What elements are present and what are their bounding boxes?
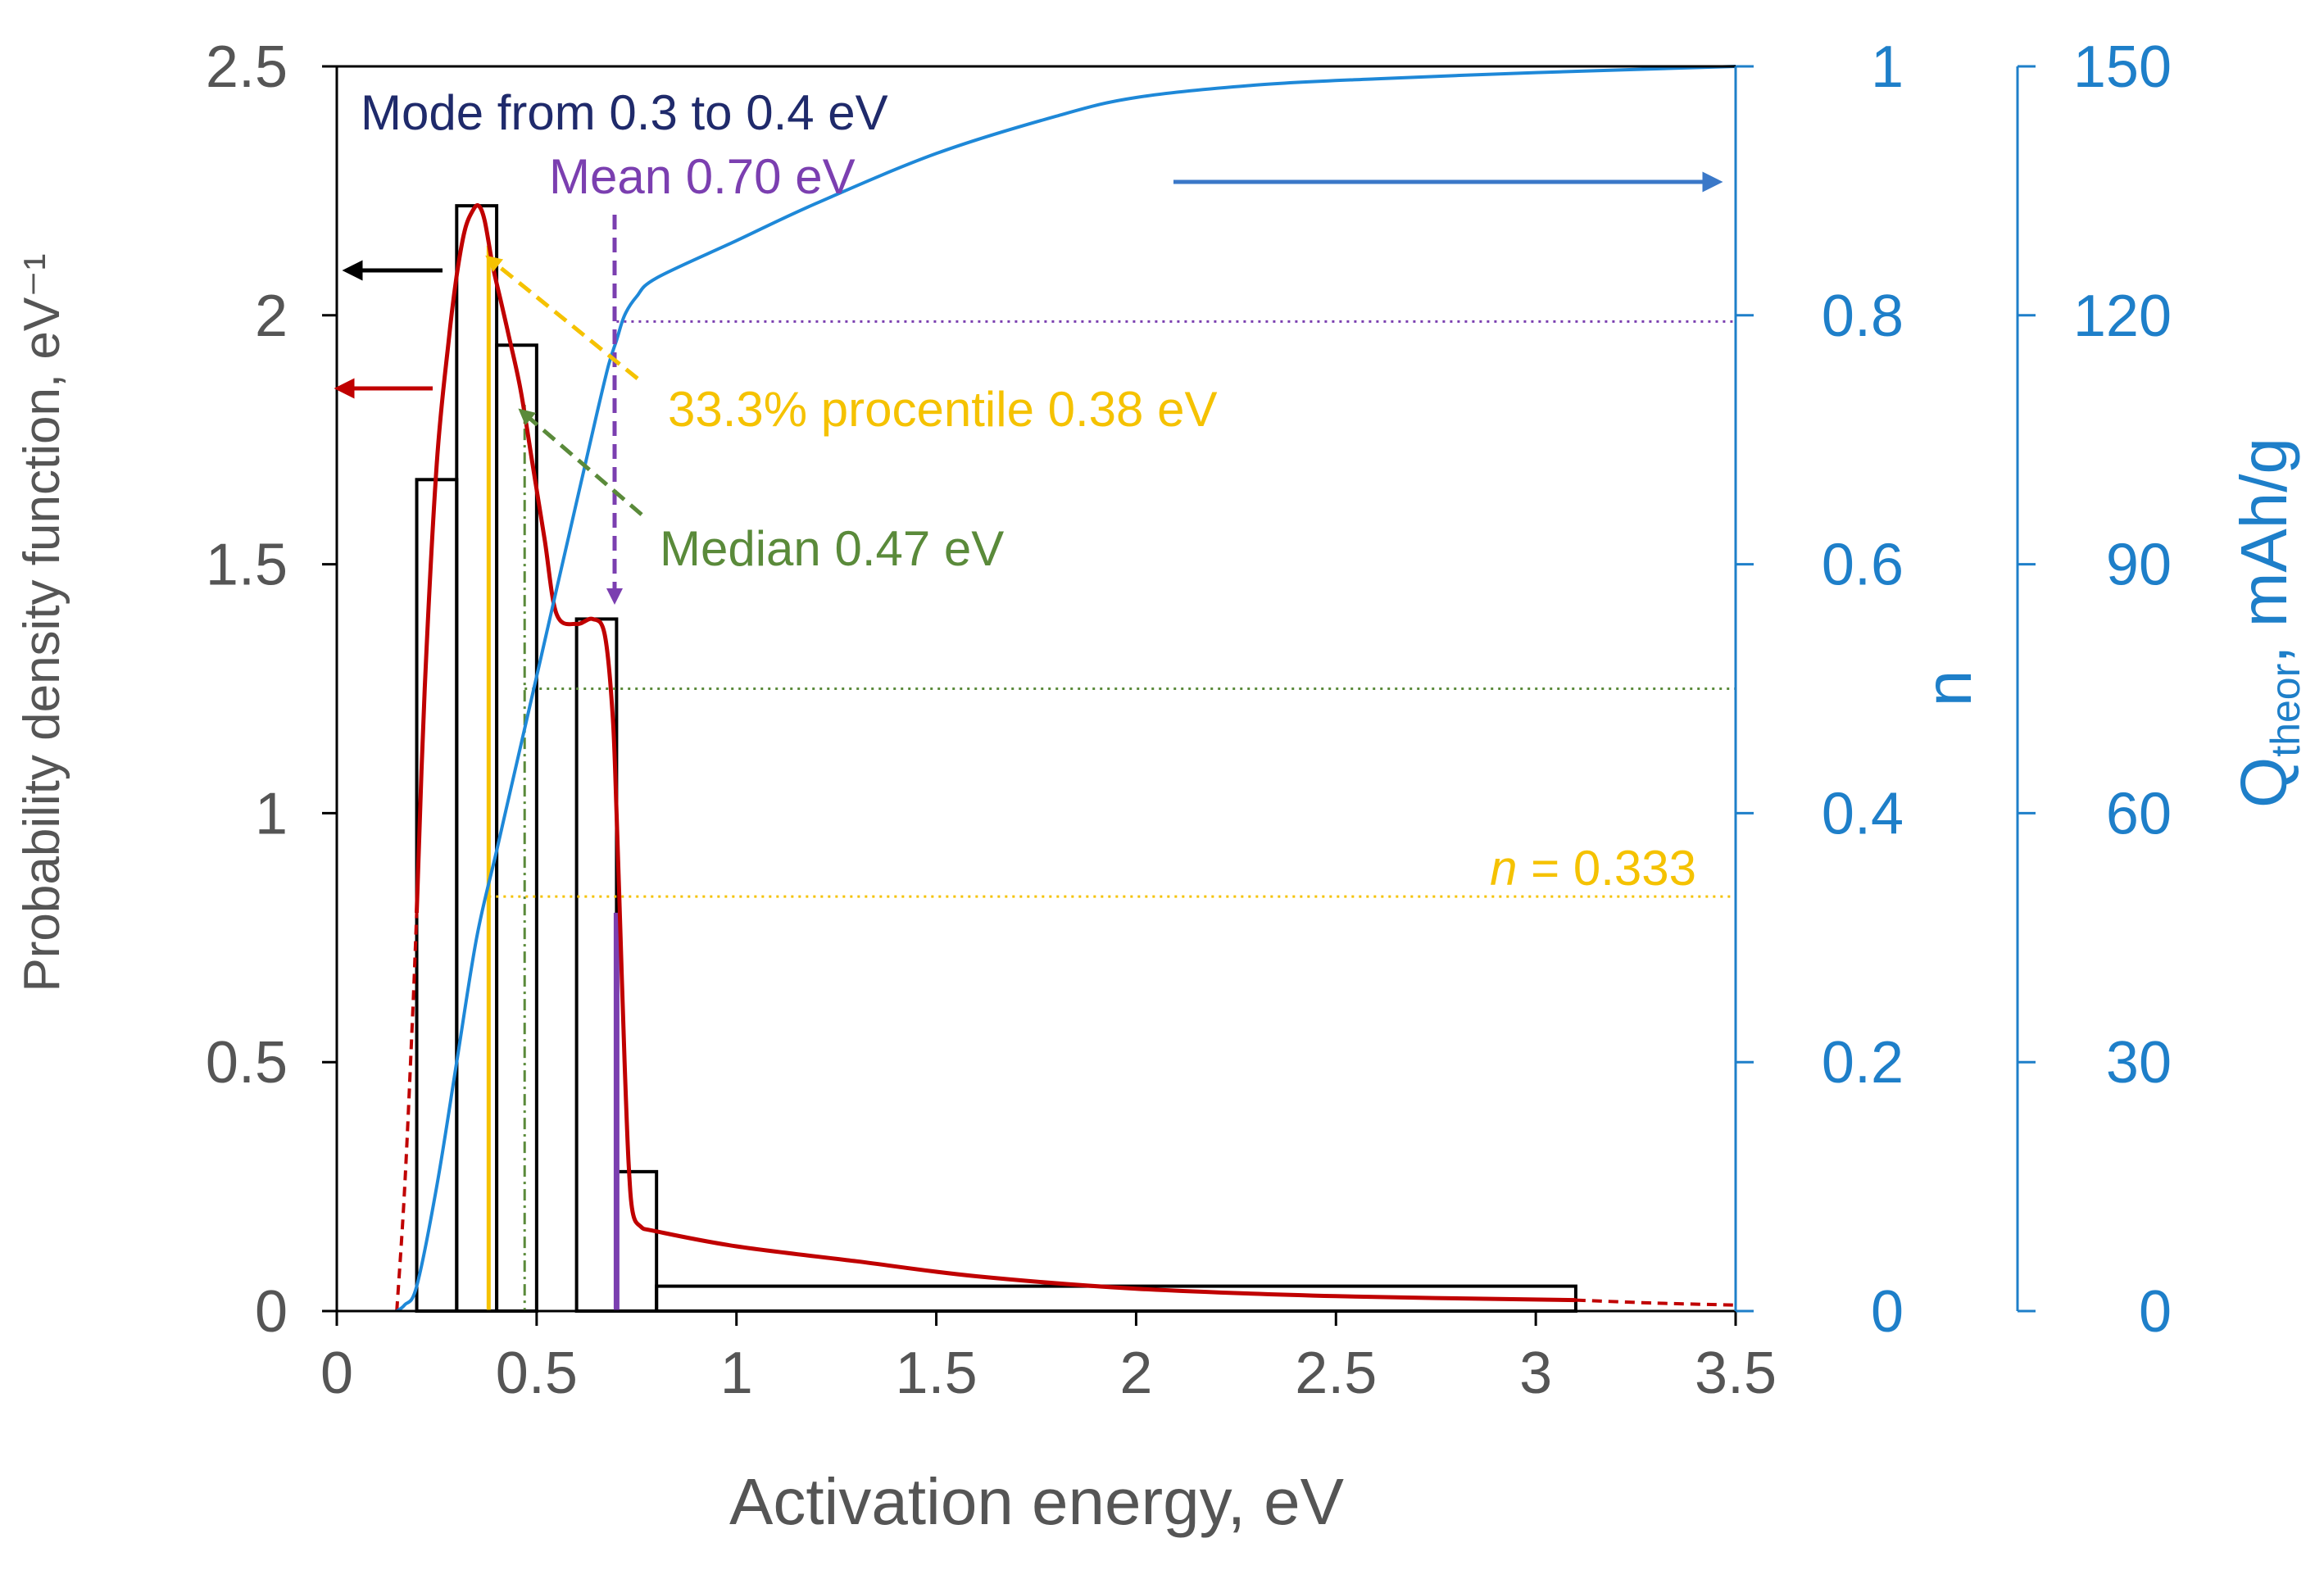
x-tick-label-7: 3.5 (1695, 1341, 1777, 1406)
x-tick-label-2: 1 (720, 1341, 753, 1406)
y-left-tick-label-2: 1 (255, 781, 288, 846)
mode-annotation: Mode from 0.3 to 0.4 eV (361, 85, 888, 140)
percentile-annotation: 33.3% procentile 0.38 eV (668, 382, 1217, 437)
y-left-axis-title: Probability density function, eV⁻¹ (14, 253, 70, 991)
x-tick-label-0: 0 (320, 1341, 353, 1406)
y-n-tick-label-1: 0.2 (1822, 1030, 1904, 1096)
histogram-bar-4 (615, 1169, 659, 1313)
n-threshold-annotation: n = 0.333 (1490, 841, 1696, 896)
histogram-bar-3 (574, 617, 619, 1313)
y-q-tick-label-1: 30 (2106, 1030, 2172, 1096)
x-tick-label-6: 3 (1519, 1341, 1552, 1406)
pdf-curve (415, 203, 1576, 1303)
x-tick-label-1: 0.5 (496, 1341, 578, 1406)
y-q-tick-label-0: 0 (2139, 1279, 2172, 1345)
y-q-tick-label-5: 150 (2073, 34, 2172, 100)
axes (322, 65, 2036, 1326)
y-n-tick-label-5: 1 (1871, 34, 1904, 100)
histogram-bars (415, 204, 1577, 1314)
y-left-tick-label-0: 0 (255, 1279, 288, 1345)
x-tick-label-3: 1.5 (896, 1341, 978, 1406)
y-n-axis-title: n (1912, 670, 1985, 707)
y-n-tick-label-3: 0.6 (1822, 533, 1904, 598)
reference-lines (486, 245, 1736, 1311)
curves (395, 65, 1736, 1313)
mean-annotation: Mean 0.70 eV (549, 149, 856, 204)
y-q-tick-label-3: 90 (2106, 533, 2172, 598)
x-axis-title: Activation energy, eV (729, 1465, 1345, 1538)
median-annotation: Median 0.47 eV (660, 521, 1004, 576)
tick-labels: 0 0.5 1 1.5 2 2.5 3 3.5 0 0.5 1 1.5 2 2.5 0 0.2 0.4 0.6 0.… (206, 34, 2172, 1406)
y-left-tick-label-4: 2 (255, 284, 288, 349)
y-q-tick-label-2: 60 (2106, 781, 2172, 846)
y-q-tick-label-4: 120 (2073, 284, 2172, 349)
y-q-axis-title: Qtheor, mAh/g (2227, 438, 2308, 808)
pdf-curve-dashed-left (395, 912, 419, 1312)
y-n-tick-label-2: 0.4 (1822, 781, 1904, 846)
y-left-tick-label-1: 0.5 (206, 1030, 288, 1096)
x-tick-label-5: 2.5 (1295, 1341, 1377, 1406)
y-n-tick-label-4: 0.8 (1822, 284, 1904, 349)
y-left-tick-label-3: 1.5 (206, 533, 288, 598)
median-arrow (518, 408, 643, 516)
n-curve (395, 65, 1736, 1313)
pdf-curve-dashed-right (1575, 1298, 1736, 1307)
y-left-tick-label-5: 2.5 (206, 34, 288, 100)
x-tick-label-4: 2 (1119, 1341, 1152, 1406)
percentile-arrow (485, 255, 639, 380)
y-n-tick-label-0: 0 (1871, 1279, 1904, 1345)
